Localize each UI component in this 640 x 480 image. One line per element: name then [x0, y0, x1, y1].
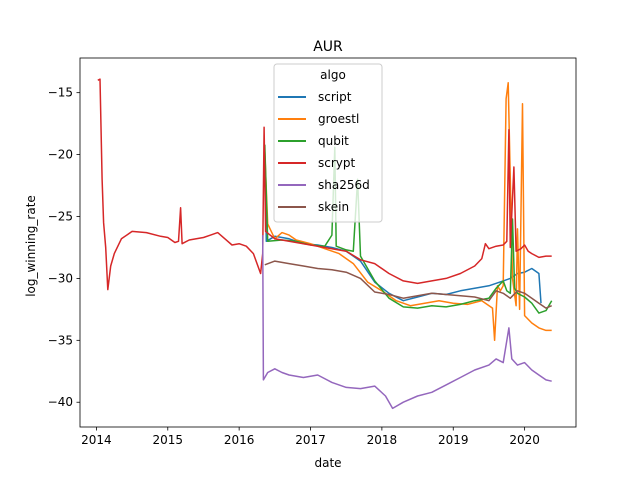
legend-label-qubit: qubit: [318, 134, 349, 148]
y-tick-label: −25: [48, 209, 73, 223]
x-tick-label: 2017: [295, 433, 326, 447]
y-tick-label: −20: [48, 148, 73, 162]
x-axis-label: date: [314, 456, 341, 470]
series-line-qubit: [264, 144, 553, 314]
legend-label-sha256d: sha256d: [318, 178, 370, 192]
x-tick-label: 2014: [81, 433, 112, 447]
y-axis-label: log_winning_rate: [24, 195, 38, 297]
x-tick-label: 2019: [438, 433, 469, 447]
chart-title: AUR: [313, 39, 343, 55]
legend-label-groestl: groestl: [318, 112, 359, 126]
legend-label-skein: skein: [318, 200, 349, 214]
y-tick-label: −35: [48, 333, 73, 347]
series-layer: [97, 78, 553, 410]
series-line-scrypt: [97, 78, 552, 291]
y-tick-label: −40: [48, 395, 73, 409]
y-tick-label: −15: [48, 86, 73, 100]
legend: algo script groestl qubit scrypt sha256d skein: [273, 63, 383, 223]
y-tick-label: −30: [48, 271, 73, 285]
x-tick-label: 2018: [367, 433, 398, 447]
plot-frame: [79, 57, 577, 428]
legend-label-script: script: [318, 90, 352, 104]
axes-layer: 2014 2015 2016 2017 2018 2019 2020 −40 −35 −30 −25…: [48, 57, 577, 447]
legend-title: algo: [320, 68, 346, 82]
series-line-sha256d: [261, 235, 552, 410]
x-tick-label: 2016: [224, 433, 255, 447]
x-tick-label: 2015: [153, 433, 184, 447]
series-line-groestl: [264, 82, 552, 342]
legend-box: [273, 63, 383, 223]
series-line-skein: [264, 260, 552, 309]
legend-label-scrypt: scrypt: [318, 156, 356, 170]
x-tick-label: 2020: [509, 433, 540, 447]
